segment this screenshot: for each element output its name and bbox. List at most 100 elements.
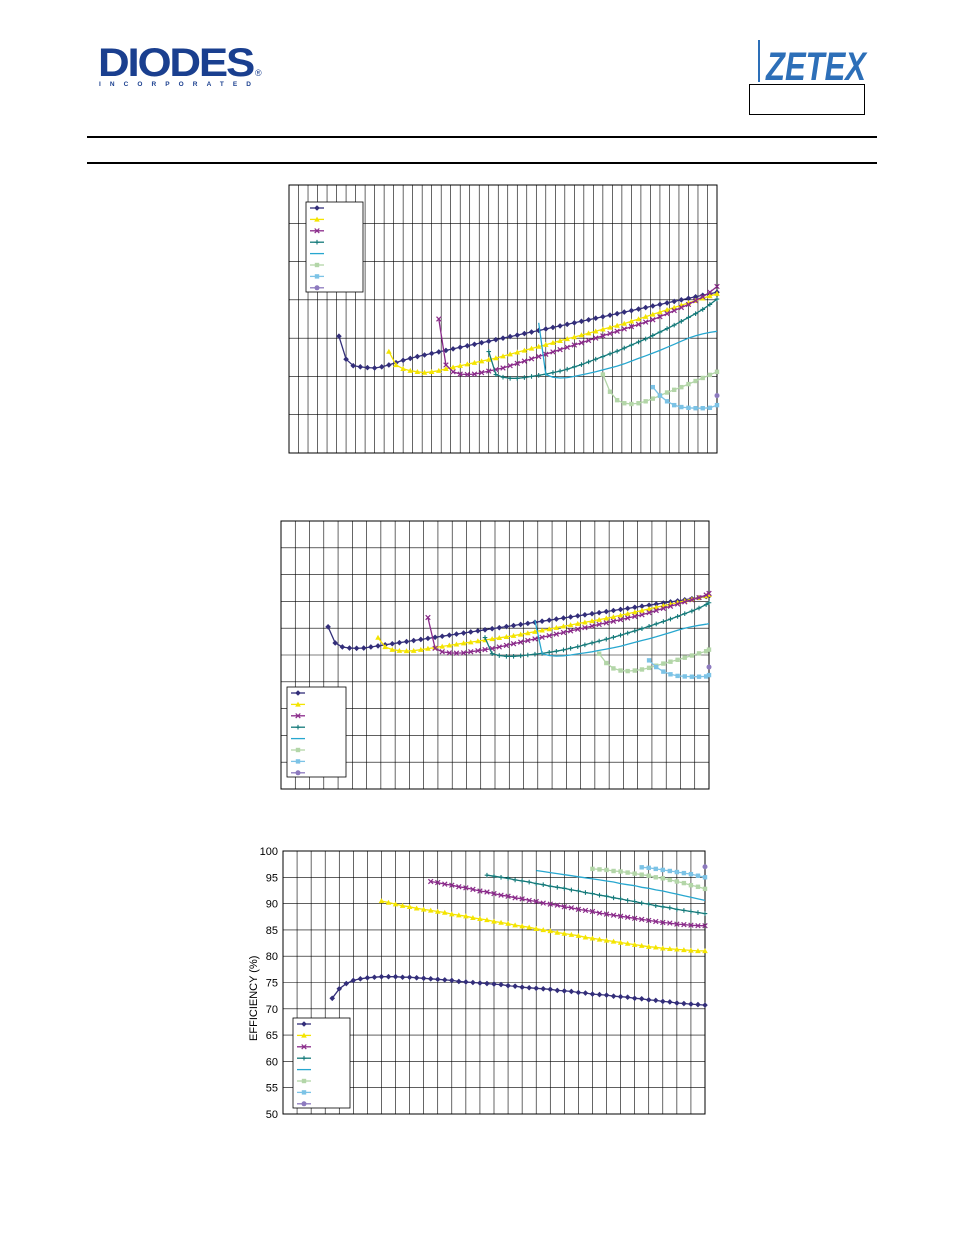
y-tick-label: 70 (266, 1004, 278, 1016)
data-point (674, 879, 680, 884)
data-point (403, 638, 410, 645)
data-point (450, 364, 456, 370)
data-point (539, 627, 545, 633)
data-point (706, 664, 712, 670)
data-point (593, 335, 599, 341)
data-point (653, 621, 659, 627)
data-point (632, 899, 637, 904)
data-point (632, 613, 638, 620)
data-point (400, 357, 406, 364)
series-4 (486, 296, 720, 381)
data-point (403, 648, 410, 654)
data-point (471, 371, 478, 377)
data-point (557, 346, 563, 353)
data-point (604, 867, 609, 873)
data-point (674, 921, 680, 927)
series-line (536, 869, 706, 902)
data-point (525, 620, 531, 627)
data-point (693, 311, 698, 316)
data-point (643, 336, 648, 342)
data-point (632, 871, 637, 876)
data-point (596, 616, 602, 622)
data-point (604, 893, 609, 899)
data-point (603, 636, 609, 642)
data-point (533, 881, 539, 886)
data-point (618, 632, 623, 638)
data-point (679, 318, 684, 324)
data-point (668, 659, 673, 664)
data-point (561, 930, 568, 936)
data-point (589, 935, 596, 941)
data-point (460, 650, 467, 656)
data-point (514, 360, 520, 367)
data-point (600, 372, 606, 377)
data-point (617, 606, 624, 613)
data-point (557, 338, 563, 344)
data-point (567, 622, 574, 628)
data-point (491, 890, 497, 897)
data-point (614, 348, 620, 354)
data-point (443, 365, 449, 371)
series-5 (538, 322, 718, 379)
data-point (632, 609, 638, 615)
data-point (442, 881, 448, 887)
data-point (638, 916, 645, 923)
data-point (678, 297, 685, 303)
data-point (706, 590, 712, 597)
data-point (464, 343, 471, 349)
data-point (610, 912, 617, 918)
data-point (346, 645, 353, 651)
data-point (575, 932, 582, 938)
data-point (646, 865, 651, 871)
data-point (660, 919, 666, 926)
data-point (464, 361, 471, 367)
data-point (702, 886, 708, 892)
data-point (336, 333, 342, 340)
data-point (568, 905, 575, 911)
data-point (535, 353, 542, 360)
data-point (695, 922, 701, 929)
data-point (590, 891, 595, 896)
header-rule-bottom (87, 162, 877, 164)
data-point (528, 356, 535, 362)
data-point (679, 404, 684, 410)
data-point (696, 651, 702, 656)
data-point (667, 877, 673, 883)
data-point (661, 669, 666, 674)
data-point (450, 369, 456, 375)
data-point (703, 674, 709, 679)
data-point (505, 920, 511, 926)
data-point (682, 611, 688, 617)
data-point (714, 393, 720, 399)
data-point (547, 883, 553, 889)
data-point (671, 322, 677, 328)
data-point (540, 927, 547, 933)
data-point (512, 877, 518, 883)
data-point (489, 651, 495, 656)
data-point (436, 316, 442, 322)
legend-swatch-marker (314, 262, 320, 268)
data-point (678, 304, 685, 311)
data-point (460, 640, 467, 646)
data-point (660, 904, 666, 910)
data-point (653, 604, 660, 610)
data-point (603, 911, 610, 917)
data-point (596, 638, 602, 644)
data-point (674, 869, 680, 875)
data-point (714, 296, 720, 302)
data-point (562, 886, 567, 891)
data-point (671, 298, 677, 305)
data-point (650, 317, 656, 323)
data-point (450, 346, 456, 352)
legend-swatch-marker (301, 1078, 307, 1084)
data-point (650, 396, 655, 401)
data-point (660, 998, 666, 1005)
data-point (496, 635, 503, 641)
data-point (427, 878, 434, 885)
data-point (657, 313, 663, 320)
data-point (692, 293, 699, 300)
legend-box (305, 201, 364, 293)
data-point (360, 645, 367, 651)
data-point (505, 876, 511, 881)
data-point (528, 345, 535, 351)
